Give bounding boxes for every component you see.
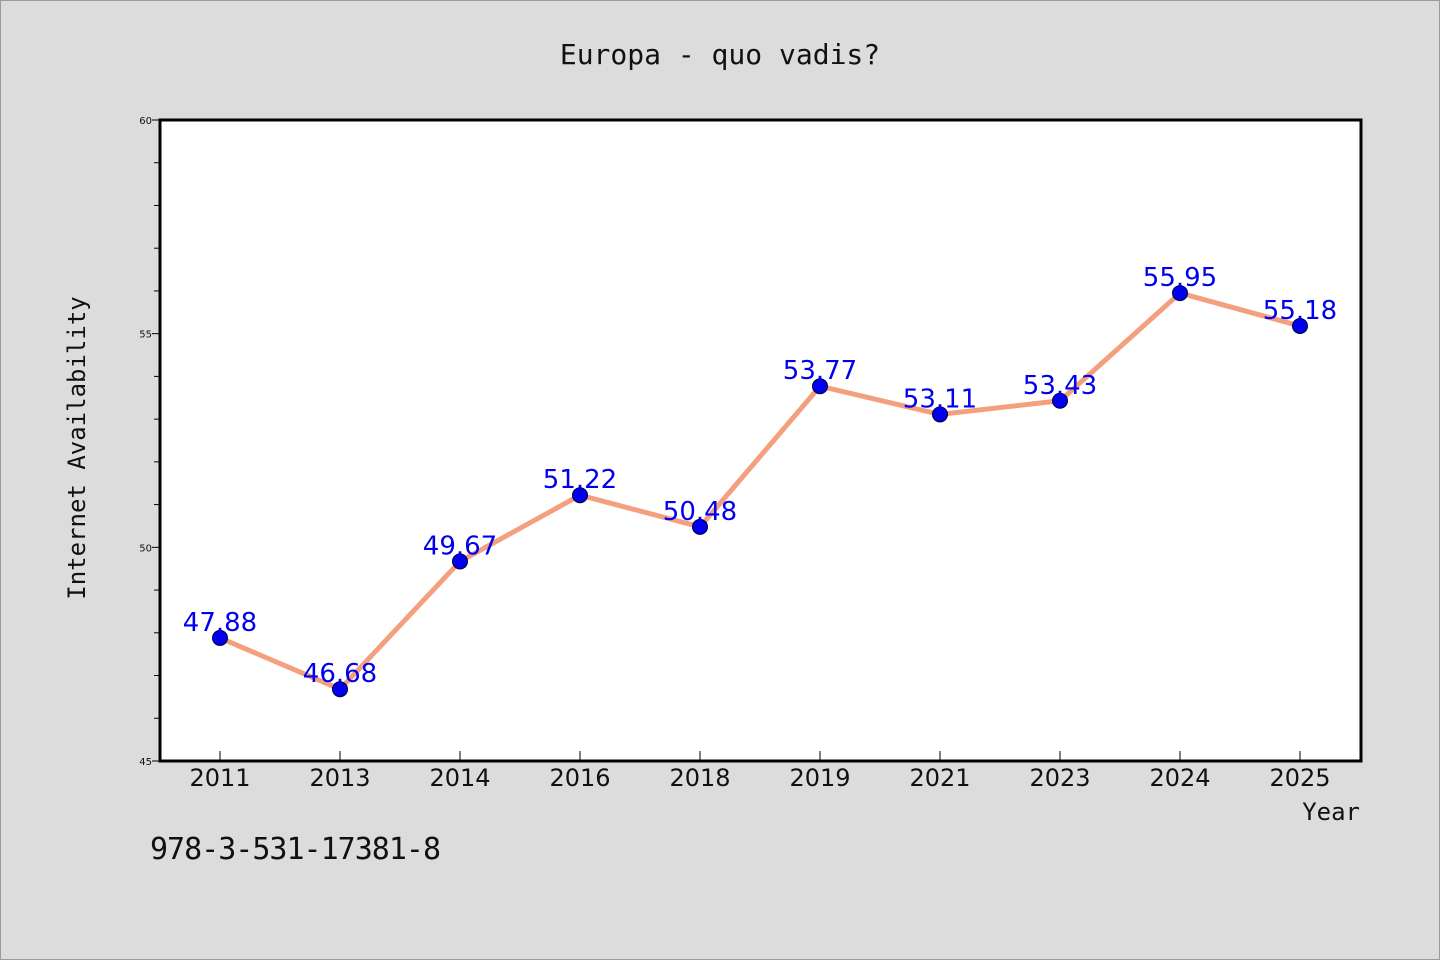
data-point (1292, 317, 1308, 334)
y-tick-label: 50 (139, 543, 152, 554)
data-label: 49.67 (423, 531, 497, 561)
data-label: 53.77 (783, 356, 857, 386)
data-point (1052, 392, 1068, 409)
plot-area (158, 118, 1363, 763)
data-point (212, 629, 228, 646)
chart-title: Europa - quo vadis? (560, 38, 880, 71)
y-tick-label: 55 (139, 330, 152, 341)
data-label: 55.18 (1263, 296, 1337, 326)
data-point (452, 553, 468, 570)
x-tick-label: 2025 (1269, 764, 1330, 792)
y-axis-ticks: 45 50 55 60 (139, 116, 160, 768)
x-axis-ticks: 2011 2013 2014 2016 2018 2019 2021 2023 2024 2025 (189, 751, 1331, 792)
x-tick-label: 2016 (549, 764, 610, 792)
x-tick-label: 2013 (309, 764, 370, 792)
data-label: 46.68 (303, 659, 377, 689)
x-axis-label: Year (1302, 798, 1360, 826)
y-tick-label: 60 (139, 116, 152, 127)
x-tick-label: 2021 (909, 764, 970, 792)
footer-code: 978-3-531-17381-8 (150, 832, 441, 867)
series-marker-group (212, 285, 1308, 698)
data-label: 53.43 (1023, 371, 1097, 401)
series-line (217, 290, 1303, 692)
x-tick-label: 2019 (789, 764, 850, 792)
series-line-group (217, 290, 1303, 692)
data-label-group: 47.88 46.68 49.67 51.22 50.48 53.77 53.11 53.43… (183, 263, 1337, 689)
data-point (572, 487, 588, 504)
x-tick-label: 2014 (429, 764, 490, 792)
y-tick-label: 45 (139, 757, 152, 768)
x-tick-label: 2018 (669, 764, 730, 792)
x-tick-label: 2011 (189, 764, 250, 792)
data-label: 51.22 (543, 465, 617, 495)
data-label: 47.88 (183, 608, 257, 638)
data-point (812, 378, 828, 395)
data-label: 53.11 (903, 384, 977, 414)
data-point (332, 681, 348, 698)
x-tick-label: 2024 (1149, 764, 1210, 792)
data-label: 55.95 (1143, 263, 1217, 293)
x-tick-label: 2023 (1029, 764, 1090, 792)
data-point (932, 406, 948, 423)
data-point (1172, 285, 1188, 302)
data-label: 50.48 (663, 497, 737, 527)
data-point (692, 518, 708, 535)
y-axis-label: Internet Availability (63, 296, 91, 599)
